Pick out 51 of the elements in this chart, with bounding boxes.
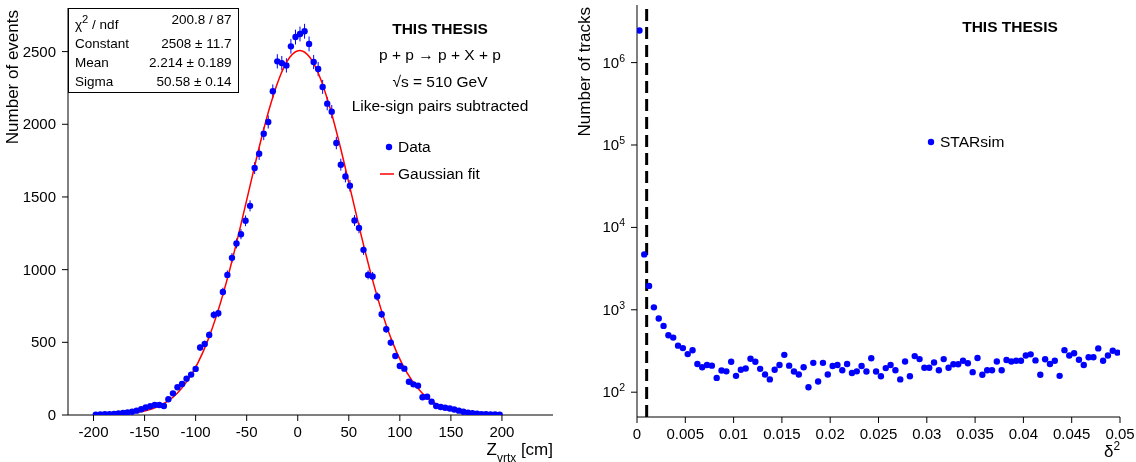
y-tick-label: 10$^{4}$ [602,216,626,236]
x-tick-label: 0.045 [1052,425,1091,442]
x-tick-label: -100 [180,423,211,440]
x-tick-label: 50 [340,423,358,440]
annotation: Sigma [75,72,115,91]
y-tick-label: 10$^{2}$ [602,381,626,401]
annotation: Like-sign pairs subtracted [351,97,529,114]
annotation: THIS THESIS [392,20,488,37]
y-tick-label: 10$^{3}$ [602,298,626,318]
annotation: 50.58 ± 0.14 [155,72,232,91]
x-tick-label: 150 [438,423,464,440]
y-tick-label: 0 [47,406,56,423]
y-tick-label: 2500 [22,42,56,60]
x-tick-label: 0.005 [666,425,705,442]
x-tick-label: 0 [632,425,642,442]
annotation: p + p → p + X + p [379,46,501,63]
x-axis-title: Z$_{vrtx}$ [cm] [486,440,553,462]
annotation: 200.8 / 87 [170,11,232,29]
legend-label: STARsim [940,132,1005,152]
annotation: Mean [75,53,110,72]
y-tick-label: 500 [30,333,56,351]
annotation: √s = 510 GeV [392,73,488,90]
x-axis-title: δ$^{2}$ [1103,439,1121,461]
x-tick-label: 100 [387,423,413,440]
y-axis-title: Number of events [3,10,22,145]
annotation: Constant [75,34,130,53]
legend-label: Gaussian fit [398,164,480,184]
y-tick-label: 1000 [22,260,56,278]
annotation: THIS THESIS [961,18,1059,36]
x-tick-label: 0.02 [815,425,845,442]
x-tick-label: -150 [129,423,160,440]
y-tick-label: 1500 [22,187,56,205]
x-tick-label: 0.04 [1008,425,1038,442]
y-tick-label: 2000 [22,115,56,133]
y-tick-label: 10$^{6}$ [602,51,626,71]
x-tick-label: 0.05 [1105,425,1135,442]
x-tick-label: -50 [235,423,258,440]
x-tick-label: 0.025 [859,425,898,442]
annotation: χ$^{2}$ / ndf [75,12,120,34]
y-axis-title: Number of tracks [575,7,594,137]
y-tick-label: 10$^{5}$ [602,134,626,153]
x-tick-label: 0.035 [956,425,994,442]
x-tick-label: 0 [293,423,302,440]
x-tick-label: 0.01 [719,425,749,442]
x-tick-label: 0.015 [763,425,801,442]
x-tick-label: 0.03 [912,425,942,442]
x-tick-label: 200 [489,423,515,440]
legend-label: Data [398,137,431,157]
x-tick-label: -200 [78,423,109,440]
annotation: 2.214 ± 0.189 [149,53,232,72]
annotation: 2508 ± 11.7 [160,34,232,53]
